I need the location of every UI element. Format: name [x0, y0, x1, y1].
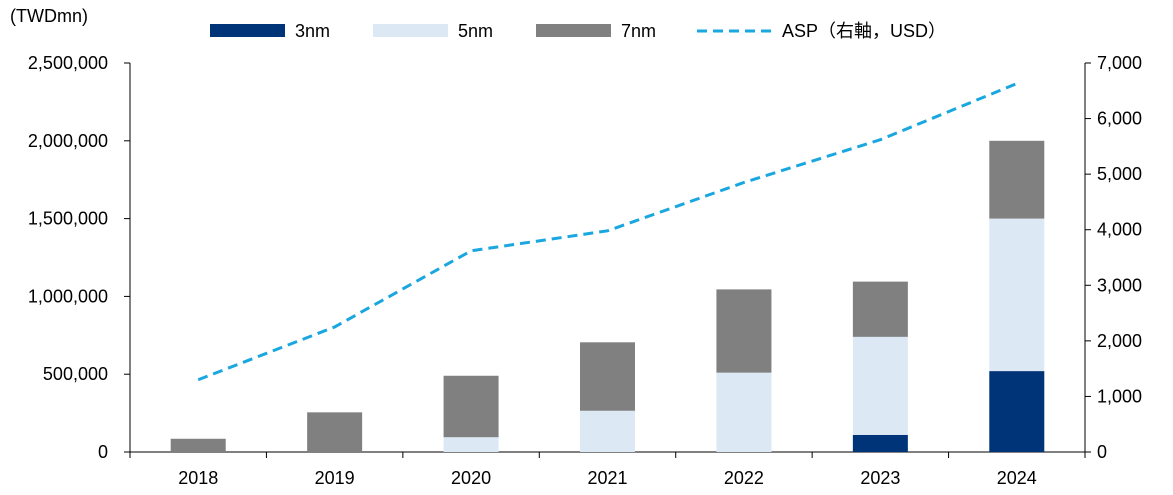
- left-tick-label: 2,500,000: [28, 53, 108, 73]
- bar-3nm-2024: [989, 371, 1045, 452]
- left-tick-label: 2,000,000: [28, 131, 108, 151]
- left-axis-unit-label: (TWDmn): [10, 6, 88, 26]
- bar-7nm-2024: [989, 140, 1045, 219]
- bar-7nm-2021: [580, 342, 635, 411]
- left-tick-label: 500,000: [43, 364, 108, 384]
- bar-7nm-2020: [443, 375, 499, 438]
- bar-5nm-2023: [852, 336, 908, 435]
- bar-5nm-2020: [443, 437, 499, 452]
- legend-item-asp-usd-: ASP（右軸，USD）: [697, 21, 946, 41]
- legend-swatch: [373, 24, 448, 37]
- x-tick-label: 2023: [860, 468, 900, 488]
- x-tick-label: 2021: [587, 468, 627, 488]
- right-tick-label: 7,000: [1097, 53, 1142, 73]
- bar-7nm-2023: [852, 281, 908, 337]
- bar-7nm-2022: [716, 289, 772, 373]
- asp-line-path: [197, 82, 1018, 382]
- bars: [170, 140, 1045, 452]
- legend-label: 3nm: [295, 21, 330, 41]
- left-tick-label: 0: [98, 442, 108, 462]
- legend-label: 5nm: [458, 21, 493, 41]
- legend-item-7nm: 7nm: [536, 21, 656, 41]
- bar-7nm-2018: [170, 438, 226, 452]
- legend-item-3nm: 3nm: [210, 21, 330, 41]
- legend-item-5nm: 5nm: [373, 21, 493, 41]
- x-tick-label: 2019: [315, 468, 355, 488]
- right-tick-label: 0: [1097, 442, 1107, 462]
- legend-swatch: [536, 24, 611, 37]
- x-tick-label: 2022: [724, 468, 764, 488]
- left-tick-label: 1,000,000: [28, 286, 108, 306]
- right-tick-label: 2,000: [1097, 331, 1142, 351]
- x-tick-label: 2024: [997, 468, 1037, 488]
- x-tick-label: 2020: [451, 468, 491, 488]
- legend: 3nm 5nm 7nm ASP（右軸，USD）: [210, 21, 946, 41]
- x-tick-label: 2018: [178, 468, 218, 488]
- bar-7nm-2019: [307, 412, 363, 452]
- asp-line: [197, 82, 1018, 382]
- bar-5nm-2022: [716, 372, 772, 452]
- axes: 0 500,000 1,000,000 1,500,000 2,000,000 2,500…: [28, 53, 1142, 488]
- bar-3nm-2023: [852, 434, 908, 452]
- left-tick-label: 1,500,000: [28, 209, 108, 229]
- right-tick-label: 6,000: [1097, 109, 1142, 129]
- right-tick-label: 3,000: [1097, 275, 1142, 295]
- bar-5nm-2024: [989, 218, 1045, 372]
- right-tick-label: 4,000: [1097, 220, 1142, 240]
- right-tick-label: 5,000: [1097, 164, 1142, 184]
- right-tick-label: 1,000: [1097, 386, 1142, 406]
- bar-5nm-2021: [580, 410, 635, 452]
- legend-label: ASP（右軸，USD）: [782, 21, 946, 41]
- legend-swatch: [210, 24, 285, 37]
- legend-label: 7nm: [621, 21, 656, 41]
